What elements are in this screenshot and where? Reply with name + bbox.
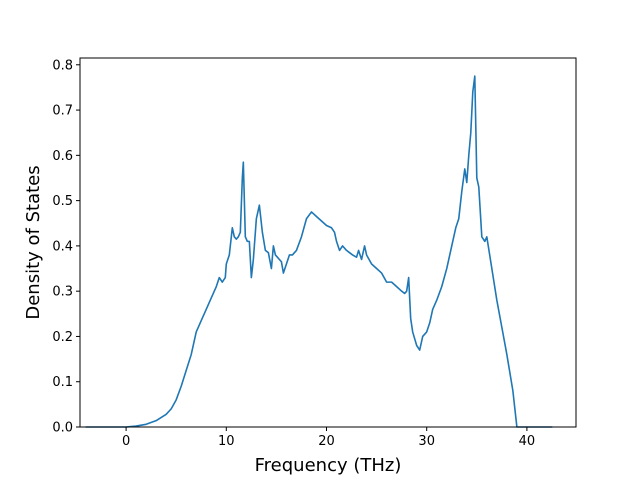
y-tick-label: 0.2 [52,330,73,345]
y-tick-label: 0.1 [52,375,73,390]
y-axis-ticks: 0.0 0.1 0.2 0.3 0.4 0.5 0.6 0.7 0.8 [52,58,80,436]
x-tick-label: 10 [218,434,235,449]
plot-area [85,75,553,428]
y-tick-label: 0.4 [52,239,73,254]
x-tick-label: 30 [418,434,435,449]
x-axis-ticks: 0 10 20 30 40 [122,427,535,449]
x-tick-label: 0 [122,434,130,449]
x-tick-label: 40 [519,434,536,449]
y-axis-label: Density of States [23,165,44,319]
y-tick-label: 0.7 [52,104,73,119]
y-tick-label: 0.8 [52,58,73,73]
y-tick-label: 0.3 [52,285,73,300]
y-tick-label: 0.6 [52,149,73,164]
x-tick-label: 20 [318,434,335,449]
y-tick-label: 0.5 [52,194,73,209]
series-line-0 [85,75,553,428]
y-tick-label: 0.0 [52,421,73,436]
x-axis-label: Frequency (THz) [255,455,402,476]
plot-frame [79,57,577,428]
